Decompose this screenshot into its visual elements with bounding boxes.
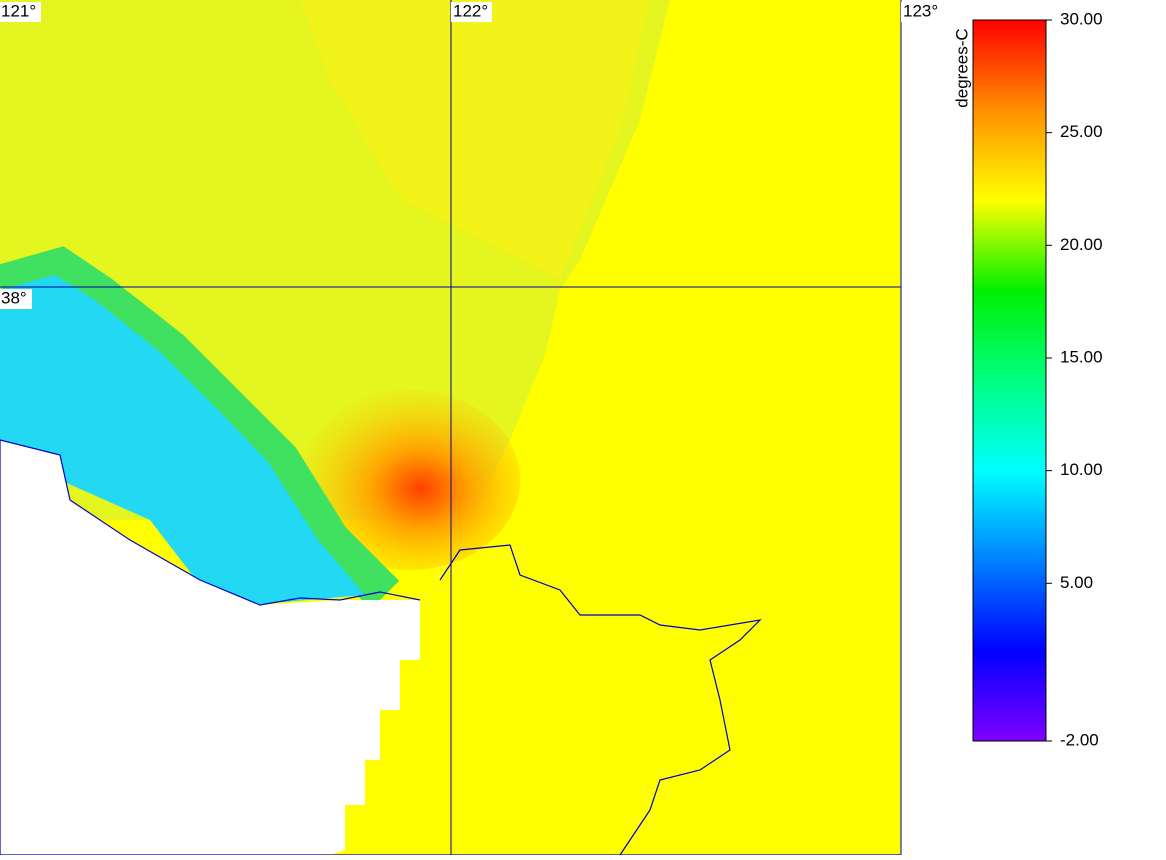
colorbar-tick-label: 10.00: [1060, 460, 1103, 479]
label-box: [451, 2, 492, 22]
colorbar-tick-label: 5.00: [1060, 573, 1093, 592]
sea-surface-cold: [0, 275, 365, 605]
land: [0, 440, 420, 855]
colorbar-tick-label: 15.00: [1060, 347, 1103, 366]
colorbar-title: degrees-C: [952, 28, 971, 107]
colorbar-tick-label: 20.00: [1060, 235, 1103, 254]
map: 121° 122° 123° 38°: [0, 0, 942, 856]
lat-label: 38°: [1, 288, 27, 307]
colorbar-tick-label: 30.00: [1060, 9, 1103, 28]
front-band: [0, 246, 400, 610]
lon-label: 123°: [903, 1, 938, 20]
sea-surface-mid: [300, 0, 650, 280]
label-box: [901, 2, 942, 22]
colorbar: degrees-C 30.00 25.00 20.00 15.00 10.00 5.00 -…: [952, 9, 1102, 749]
lon-label: 121°: [1, 1, 36, 20]
label-box: [0, 289, 32, 309]
label-box: [0, 2, 41, 22]
lon-label: 122°: [453, 1, 488, 20]
colorbar-scale: [972, 19, 1047, 742]
colorbar-tick-label: 25.00: [1060, 122, 1103, 141]
sea-surface-warm: [300, 390, 520, 570]
colorbar-tick-label: -2.00: [1060, 730, 1099, 749]
